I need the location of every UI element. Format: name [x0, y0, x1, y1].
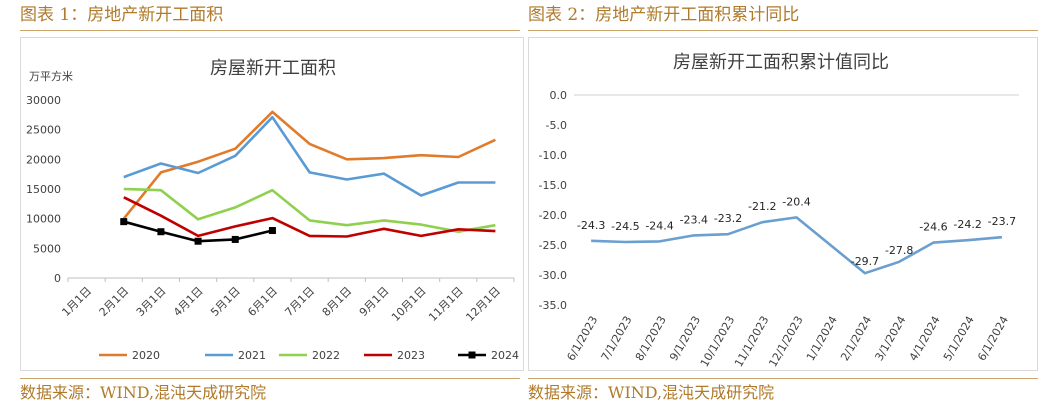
left-caption-divider [20, 30, 520, 31]
x-tick-label: 12/1/2023 [766, 314, 805, 369]
left-footer-divider [20, 378, 520, 379]
x-tick-label: 11/1/2023 [732, 314, 771, 369]
x-tick-label: 6月1日 [245, 284, 280, 319]
data-label: -24.5 [611, 220, 639, 233]
x-tick-label: 5/1/2024 [941, 314, 977, 363]
data-label: -20.4 [782, 195, 810, 208]
x-tick-label: 7/1/2023 [599, 314, 635, 363]
x-tick-label: 10月1日 [389, 284, 429, 324]
chart-title: 房屋新开工面积累计值同比 [673, 52, 889, 73]
data-point-2024 [157, 228, 165, 236]
series-line-2023 [123, 196, 496, 238]
data-label: -23.7 [988, 215, 1016, 228]
x-tick-label: 3/1/2024 [872, 314, 908, 363]
series-line-2022 [123, 187, 496, 233]
data-label: -24.3 [577, 219, 605, 232]
data-point-2024 [120, 218, 128, 226]
y-tick-label: 20000 [26, 153, 61, 166]
x-tick-label: 8月1日 [320, 284, 355, 319]
x-tick-label: 6/1/2023 [564, 314, 600, 363]
x-tick-label: 3月1日 [134, 284, 169, 319]
legend-marker-2024 [468, 351, 476, 359]
x-tick-label: 11月1日 [426, 284, 466, 324]
right-footer-divider [528, 378, 1038, 379]
chart-title: 房屋新开工面积 [210, 58, 336, 79]
data-label: -23.4 [680, 213, 708, 226]
series-line-2020 [122, 110, 496, 220]
y-tick-label: 0.0 [550, 89, 568, 102]
cumulative-yoy-chart: 房屋新开工面积累计值同比0.0-5.0-10.0-15.0-20.0-25.0-… [539, 52, 1019, 369]
left-source-note: 数据来源：WIND,混沌天成研究院 [20, 383, 267, 402]
x-tick-label: 1/1/2024 [804, 314, 840, 363]
legend-label-2024: 2024 [491, 349, 519, 362]
right-chart-frame: 房屋新开工面积累计值同比 0.0 -5.0 -10.0 -15.0 -20.0 -25.0-… [528, 37, 1038, 371]
x-tick-label: 12月1日 [463, 284, 503, 324]
x-tick-label: 9月1日 [357, 284, 392, 319]
legend-label-2022: 2022 [312, 349, 340, 362]
y-tick-label: -20.0 [539, 209, 567, 222]
x-tick-label: 2/1/2024 [838, 314, 874, 363]
data-label: -27.8 [885, 244, 913, 257]
x-tick-label: 4月1日 [171, 284, 206, 319]
y-tick-label: 10000 [26, 213, 61, 226]
y-tick-label: 15000 [26, 183, 61, 196]
y-tick-label: -15.0 [539, 179, 567, 192]
right-caption-divider [528, 30, 1038, 31]
data-label: -29.7 [851, 255, 879, 268]
y-tick-label: -5.0 [546, 119, 567, 132]
x-tick-label: 5月1日 [208, 284, 243, 319]
x-tick-label: 4/1/2024 [907, 314, 943, 363]
data-label: -24.4 [645, 219, 673, 232]
right-figure-caption: 图表 2：房地产新开工面积累计同比 [528, 5, 800, 25]
y-axis-unit-label: 万平方米 [29, 69, 73, 83]
left-figure-caption: 图表 1：房地产新开工面积 [20, 5, 224, 25]
series-line-yoy [591, 216, 1003, 275]
x-tick-label: 2月1日 [97, 284, 132, 319]
legend-label-2021: 2021 [238, 349, 266, 362]
left-chart-frame: 房屋新开工面积万平方米 0 5000 10000 15000 20000 25000 3000… [20, 37, 524, 371]
y-tick-label: 25000 [26, 124, 61, 137]
data-label: -24.2 [953, 218, 981, 231]
data-point-2024 [231, 235, 239, 243]
data-point-2024 [194, 237, 202, 245]
y-tick-label: 0 [54, 272, 61, 285]
y-tick-label: -10.0 [539, 149, 567, 162]
data-label: -21.2 [748, 200, 776, 213]
x-tick-label: 7月1日 [283, 284, 318, 319]
series-line-2021 [123, 115, 496, 197]
x-tick-label: 1月1日 [60, 284, 95, 319]
y-tick-label: -30.0 [539, 269, 567, 282]
data-label: -23.2 [714, 212, 742, 225]
data-label: -24.6 [919, 221, 947, 234]
y-tick-label: -25.0 [539, 239, 567, 252]
y-tick-label: 5000 [33, 242, 61, 255]
x-tick-label: 8/1/2023 [633, 314, 669, 363]
legend-label-2020: 2020 [132, 349, 160, 362]
data-point-2024 [268, 227, 276, 235]
x-tick-label: 9/1/2023 [667, 314, 703, 363]
y-tick-label: 30000 [26, 94, 61, 107]
x-tick-label: 6/1/2024 [975, 314, 1011, 363]
legend-label-2023: 2023 [397, 349, 425, 362]
y-tick-label: -35.0 [539, 299, 567, 312]
x-tick-label: 10/1/2023 [698, 314, 737, 369]
right-source-note: 数据来源：WIND,混沌天成研究院 [528, 383, 775, 402]
